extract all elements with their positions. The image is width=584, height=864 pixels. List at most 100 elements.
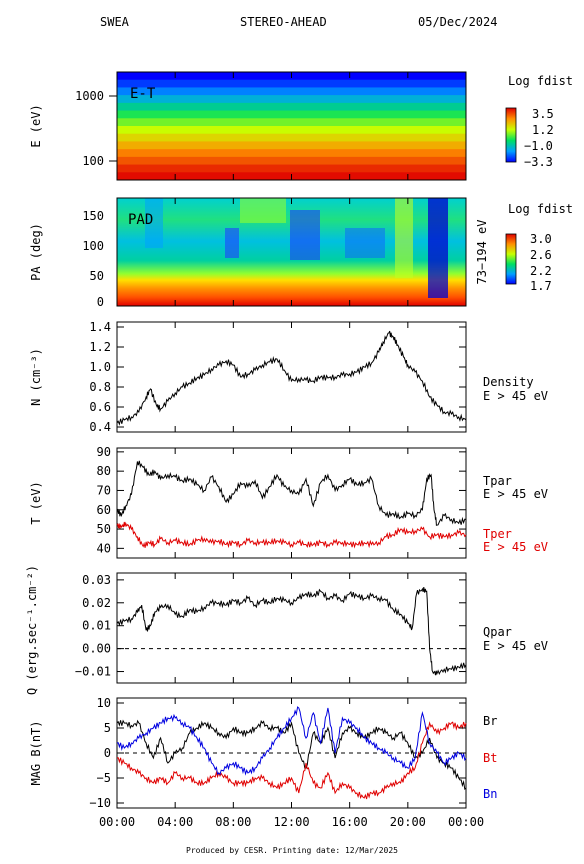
series-line-bt: [116, 721, 467, 800]
temperature-y-axis: 90 80 70 60 50 40: [97, 445, 466, 555]
y-tick-label: 80: [97, 464, 111, 478]
pad-colorbar: [505, 233, 517, 285]
y-tick-label: 0.01: [82, 619, 111, 633]
energy-band: [117, 126, 466, 135]
y-tick-label: 40: [97, 541, 111, 555]
mag-panel: MAG B(nT) 10 5 0 −5 −10 Br Bt Bn: [29, 696, 497, 810]
pad-colorbar-title: Log fdist: [508, 202, 573, 216]
x-tick-label: 00:00: [448, 815, 484, 829]
y-tick-label: −0.01: [75, 665, 111, 679]
pad-panel-label: PAD: [128, 212, 153, 228]
y-tick-label: 90: [97, 445, 111, 459]
series-line-qpar: [116, 587, 467, 676]
pad-ylabel: PA (deg): [29, 223, 43, 281]
et-ytick-100: 100: [82, 154, 104, 168]
series-line-tpar: [116, 460, 467, 526]
et-cbar-tick: 3.5: [532, 107, 554, 121]
et-ytick-1000: 1000: [75, 89, 104, 103]
heat-flux-panel: Q (erg.sec⁻¹.cm⁻²) 0.03 0.02 0.01 0.00 −0.01…: [25, 565, 548, 695]
density-legend-sublabel: E > 45 eV: [483, 389, 548, 403]
pad-heatmap: [117, 198, 466, 306]
heat-flux-plot-area: [116, 587, 467, 676]
y-tick-label: 1.4: [89, 320, 111, 334]
pad-ytick: 100: [82, 239, 104, 253]
y-tick-label: −5: [97, 771, 111, 785]
time-axis: 00:00 04:00 08:00 12:00 16:00 20:00 00:00: [99, 72, 484, 829]
y-tick-label: 0.03: [82, 573, 111, 587]
energy-band: [117, 79, 466, 88]
series-line-density: [116, 330, 467, 426]
et-colorbar: [505, 107, 517, 163]
y-tick-label: 1.0: [89, 360, 111, 374]
y-tick-label: 0: [104, 746, 111, 760]
pad-cbar-tick: 3.0: [530, 232, 552, 246]
tpar-legend-sublabel: E > 45 eV: [483, 487, 548, 501]
energy-band: [117, 118, 466, 127]
pad-blue-patch: [145, 198, 163, 248]
y-tick-label: 10: [97, 696, 111, 710]
y-tick-label: 0.8: [89, 380, 111, 394]
y-tick-label: 70: [97, 483, 111, 497]
y-tick-label: 0.4: [89, 420, 111, 434]
y-tick-label: 0.00: [82, 642, 111, 656]
heat-flux-ylabel: Q (erg.sec⁻¹.cm⁻²): [25, 565, 39, 695]
tper-legend-sublabel: E > 45 eV: [483, 540, 548, 554]
heat-flux-y-axis: 0.03 0.02 0.01 0.00 −0.01: [75, 573, 466, 679]
et-cbar-tick: −3.3: [524, 155, 553, 169]
y-tick-label: 0.02: [82, 596, 111, 610]
pad-ytick: 150: [82, 209, 104, 223]
tpar-legend-name: Tpar: [483, 474, 512, 488]
y-tick-label: −10: [89, 796, 111, 810]
qpar-legend-sublabel: E > 45 eV: [483, 639, 548, 653]
x-tick-label: 08:00: [215, 815, 251, 829]
energy-time-panel: E-T E (eV) 1000 100 Log fdist 3.5 1.2 −1…: [29, 71, 573, 181]
x-tick-label: 12:00: [273, 815, 309, 829]
pad-cbar-tick: 2.2: [530, 264, 552, 278]
density-y-axis: 1.4 1.2 1.0 0.8 0.6 0.4: [89, 320, 466, 434]
y-tick-label: 50: [97, 522, 111, 536]
energy-band: [117, 95, 466, 104]
energy-time-heatmap: [117, 72, 466, 180]
energy-band: [117, 110, 466, 119]
energy-band: [117, 156, 466, 166]
y-tick-label: 1.2: [89, 340, 111, 354]
series-line-br: [116, 719, 467, 790]
energy-band: [117, 87, 466, 96]
mag-plot-area: [116, 706, 467, 800]
pad-blue-patch: [290, 210, 320, 260]
tper-legend-name: Tper: [483, 527, 512, 541]
header-spacecraft: STEREO-AHEAD: [240, 15, 327, 29]
x-tick-label: 00:00: [99, 815, 135, 829]
density-panel: N (cm⁻³) 1.4 1.2 1.0 0.8 0.6 0.4 Density E > …: [29, 320, 548, 434]
density-legend-name: Density: [483, 375, 534, 389]
pad-yellow-patch: [395, 198, 413, 278]
header-instrument: SWEA: [100, 15, 130, 29]
mag-ylabel: MAG B(nT): [29, 720, 43, 785]
pad-energy-range: 73−194 eV: [475, 219, 489, 284]
pad-blue-patch: [428, 198, 448, 298]
density-ylabel: N (cm⁻³): [29, 348, 43, 406]
x-tick-label: 16:00: [332, 815, 368, 829]
br-legend: Br: [483, 714, 497, 728]
bn-legend: Bn: [483, 787, 497, 801]
et-panel-label: E-T: [130, 86, 156, 102]
et-cbar-tick: 1.2: [532, 123, 554, 137]
y-tick-label: 0.6: [89, 400, 111, 414]
temperature-ylabel: T (eV): [29, 481, 43, 524]
x-tick-label: 04:00: [157, 815, 193, 829]
footer-credit: Produced by CESR. Printing date: 12/Mar/…: [186, 846, 398, 855]
x-tick-label: 20:00: [390, 815, 426, 829]
qpar-legend-name: Qpar: [483, 625, 512, 639]
pad-ytick: 50: [90, 269, 104, 283]
pad-panel: PAD PA (deg) 150 100 50 0 73−194 eV Log …: [29, 197, 573, 309]
energy-band: [117, 102, 466, 112]
energy-band: [117, 164, 466, 173]
pad-ytick: 0: [97, 295, 104, 309]
series-line-tper: [116, 521, 467, 549]
y-tick-label: 60: [97, 503, 111, 517]
et-colorbar-title: Log fdist: [508, 74, 573, 88]
et-ylabel: E (eV): [29, 104, 43, 147]
pad-blue-patch: [225, 228, 239, 258]
